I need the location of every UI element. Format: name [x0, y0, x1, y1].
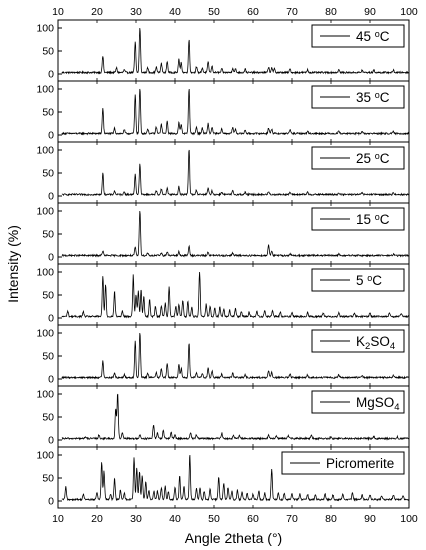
- legend-label: 45 oC: [356, 29, 390, 44]
- x-tick-label-top: 80: [325, 6, 337, 18]
- x-tick-label-top: 40: [169, 6, 181, 18]
- x-tick-label-top: 100: [400, 6, 418, 18]
- x-tick-label-bottom: 60: [247, 513, 259, 525]
- x-tick-label-bottom: 80: [325, 513, 337, 525]
- y-tick-label: 0: [48, 252, 54, 264]
- legend: 5 oC: [311, 268, 405, 292]
- series-line: [61, 149, 410, 197]
- x-tick-label-top: 60: [247, 6, 259, 18]
- series-line: [61, 393, 410, 441]
- legend-box: [311, 24, 405, 48]
- legend: 45 oC: [311, 24, 405, 48]
- y-tick-label: 0: [48, 69, 54, 81]
- legend-label: 25 oC: [356, 151, 390, 166]
- x-tick-label-top: 70: [286, 6, 298, 18]
- legend-box: [311, 329, 405, 353]
- y-tick-label: 0: [48, 191, 54, 203]
- y-axis-title: Intensity (%): [5, 225, 21, 303]
- x-tick-label-bottom: 30: [130, 513, 142, 525]
- x-tick-label-top: 50: [208, 6, 220, 18]
- y-tick-label: 50: [42, 473, 54, 485]
- legend-box: [311, 146, 405, 170]
- legend-box: [311, 207, 405, 231]
- legend-label: 15 oC: [356, 212, 390, 227]
- x-tick-label-bottom: 10: [52, 513, 64, 525]
- x-tick-label-top: 10: [52, 6, 64, 18]
- y-tick-label: 100: [36, 145, 54, 157]
- legend-label: 5 oC: [356, 273, 382, 288]
- x-axis-title: Angle 2theta (°): [185, 530, 282, 546]
- x-tick-label-top: 30: [130, 6, 142, 18]
- y-tick-label: 0: [48, 130, 54, 142]
- legend: Picromerite: [281, 451, 405, 475]
- series-line: [61, 88, 410, 136]
- legend-label: 35 oC: [356, 90, 390, 105]
- y-tick-label: 0: [48, 496, 54, 508]
- legend: K2SO4: [311, 329, 405, 353]
- y-tick-label: 100: [36, 23, 54, 35]
- panel-7: 0 50 100 MgSO4: [36, 385, 410, 448]
- legend: 25 oC: [311, 146, 405, 170]
- legend-label: Picromerite: [326, 456, 394, 471]
- series-line: [61, 332, 410, 380]
- y-tick-label: 100: [36, 267, 54, 279]
- series-line: [61, 27, 410, 75]
- legend-box: [311, 390, 405, 414]
- y-tick-label: 0: [48, 313, 54, 325]
- x-tick-label-bottom: 90: [364, 513, 376, 525]
- legend: 35 oC: [311, 85, 405, 109]
- bottom-x-axis: 10 20 30 40 50 60 70 80 90 100: [52, 513, 418, 525]
- plot-panels: 0 50 100 45 oC 0 50 100 35 oC 0 50 100 25 oC 0 50 100 1…: [36, 19, 410, 509]
- x-tick-label-bottom: 20: [91, 513, 103, 525]
- panel-3: 0 50 100 25 oC: [36, 141, 410, 204]
- y-tick-label: 50: [42, 412, 54, 424]
- legend-box: [311, 85, 405, 109]
- legend: MgSO4: [311, 390, 405, 414]
- y-tick-label: 0: [48, 374, 54, 386]
- legend-label: MgSO4: [356, 395, 400, 413]
- y-tick-label: 100: [36, 84, 54, 96]
- top-x-axis: 10 20 30 40 50 60 70 80 90 100: [52, 6, 418, 18]
- y-tick-label: 50: [42, 351, 54, 363]
- y-tick-label: 100: [36, 328, 54, 340]
- y-tick-label: 100: [36, 450, 54, 462]
- series-line: [61, 210, 410, 258]
- series-line: [61, 454, 410, 502]
- y-tick-label: 100: [36, 206, 54, 218]
- y-tick-label: 0: [48, 435, 54, 447]
- x-tick-label-bottom: 70: [286, 513, 298, 525]
- y-tick-label: 50: [42, 290, 54, 302]
- x-tick-label-top: 90: [364, 6, 376, 18]
- x-tick-label-top: 20: [91, 6, 103, 18]
- x-tick-label-bottom: 50: [208, 513, 220, 525]
- legend-label: K2SO4: [356, 334, 395, 352]
- y-tick-label: 50: [42, 107, 54, 119]
- y-tick-label: 50: [42, 46, 54, 58]
- panel-8: 0 50 100 Picromerite: [36, 446, 410, 509]
- y-tick-label: 100: [36, 389, 54, 401]
- x-tick-label-bottom: 100: [400, 513, 418, 525]
- legend-box: [311, 268, 405, 292]
- legend-box: [281, 451, 405, 475]
- y-tick-label: 50: [42, 229, 54, 241]
- x-tick-label-bottom: 40: [169, 513, 181, 525]
- y-tick-label: 50: [42, 168, 54, 180]
- legend: 15 oC: [311, 207, 405, 231]
- panel-4: 0 50 100 15 oC: [36, 202, 410, 265]
- series-line: [61, 271, 410, 319]
